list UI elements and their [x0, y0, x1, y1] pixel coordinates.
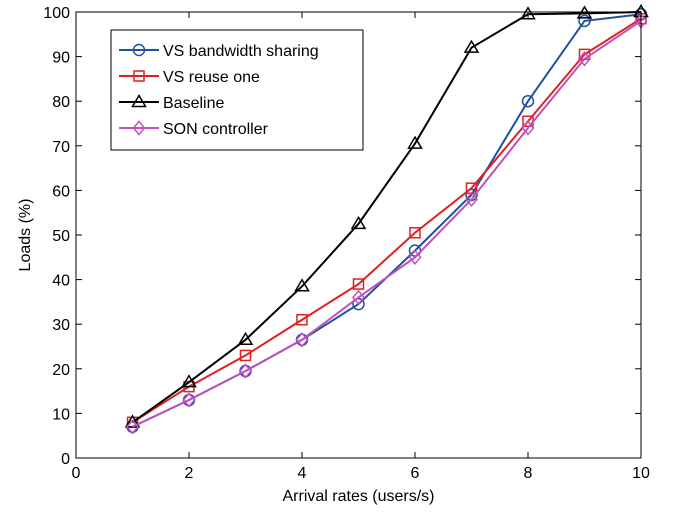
legend-item: Baseline [119, 94, 224, 112]
y-tick-label: 0 [61, 451, 70, 468]
x-tick-label: 0 [72, 465, 81, 482]
data-point [239, 363, 252, 379]
y-tick-label: 50 [52, 228, 70, 245]
data-point [521, 120, 535, 136]
legend-item: VS reuse one [119, 69, 260, 86]
legend-label: Baseline [163, 95, 224, 112]
legend-label: VS reuse one [163, 69, 260, 86]
x-tick-label: 4 [298, 465, 307, 482]
data-point [132, 43, 146, 57]
data-point [352, 289, 365, 306]
y-tick-label: 90 [52, 50, 70, 67]
x-tick-label: 10 [632, 465, 650, 482]
x-tick-label: 6 [411, 465, 420, 482]
data-point [124, 414, 141, 428]
x-tick-label: 8 [524, 465, 533, 482]
data-point [294, 278, 310, 292]
data-point [131, 94, 147, 108]
data-point [295, 332, 309, 348]
data-point [181, 374, 197, 388]
data-point [133, 70, 145, 82]
x-axis-label: Arrival rates (users/s) [282, 488, 434, 505]
data-point [521, 94, 535, 108]
data-point [237, 331, 254, 346]
data-point [296, 313, 308, 326]
series-line [131, 11, 642, 424]
y-axis-label: Loads (%) [17, 199, 34, 272]
series-line [132, 20, 642, 428]
x-tick-label: 2 [185, 465, 194, 482]
data-point [182, 392, 196, 408]
y-tick-label: 100 [43, 5, 70, 22]
data-point [407, 135, 423, 149]
legend: VS bandwidth sharing VS reuse one Baseline… [110, 29, 364, 151]
data-point [126, 419, 139, 435]
y-tick-label: 70 [52, 139, 70, 156]
y-tick-label: 30 [52, 317, 70, 334]
series-3 [126, 13, 648, 435]
data-point [352, 278, 365, 290]
data-point [350, 215, 367, 230]
y-tick-label: 40 [52, 273, 70, 290]
data-point [578, 51, 591, 67]
data-point [408, 249, 422, 265]
series-line [131, 17, 642, 424]
y-tick-label: 60 [52, 183, 70, 200]
y-tick-label: 10 [52, 406, 70, 423]
data-point [578, 14, 591, 28]
data-point [520, 6, 536, 20]
legend-label: VS bandwidth sharing [163, 43, 319, 60]
legend-item: VS bandwidth sharing [119, 43, 319, 60]
data-point [239, 349, 252, 362]
data-point [465, 191, 478, 207]
legend-label: SON controller [163, 121, 269, 138]
y-tick-label: 20 [52, 362, 70, 379]
y-tick-label: 80 [52, 94, 70, 111]
data-point [463, 39, 480, 53]
data-point [409, 227, 421, 239]
legend-item: SON controller [119, 120, 269, 138]
data-point [132, 120, 146, 136]
